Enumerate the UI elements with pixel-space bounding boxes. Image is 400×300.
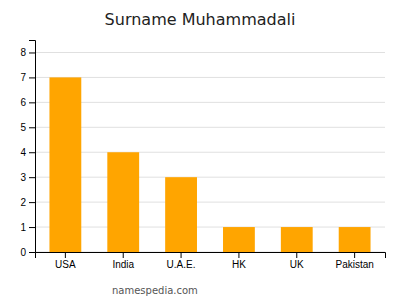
y-tick: 1	[20, 222, 35, 233]
x-tick-mark	[296, 252, 297, 258]
chart: 0 1 2 3 4 5 6 7 8 USA India U.A.E. HK UK Pakistan Surna…	[0, 0, 400, 300]
bar	[339, 227, 371, 252]
y-tick-label: 2	[20, 197, 26, 208]
x-axis-line	[36, 253, 386, 259]
bar	[49, 77, 81, 252]
grid-line	[35, 202, 385, 203]
y-tick-label: 3	[20, 172, 26, 183]
x-tick-label: UK	[290, 259, 304, 270]
y-tick: 0	[20, 247, 35, 258]
y-tick-mark	[29, 127, 35, 128]
x-tick: India	[112, 252, 134, 270]
x-tick-mark	[123, 252, 124, 258]
x-tick: USA	[55, 252, 76, 270]
y-tick-label: 4	[20, 147, 26, 158]
x-tick: UK	[290, 252, 304, 270]
grid-line	[35, 102, 385, 103]
footer-text: namespedia.com	[112, 285, 198, 296]
y-tick-mark	[29, 77, 35, 78]
grid-line	[35, 177, 385, 178]
y-tick: 7	[20, 72, 35, 83]
x-tick-mark	[181, 252, 182, 258]
x-tick-label: HK	[232, 259, 246, 270]
y-tick-mark	[29, 52, 35, 53]
y-tick: 3	[20, 172, 35, 183]
bar	[223, 227, 255, 252]
y-tick-mark	[29, 102, 35, 103]
x-tick: U.A.E.	[167, 252, 196, 270]
y-tick-label: 5	[20, 122, 26, 133]
x-tick-label: USA	[55, 259, 76, 270]
grid-line	[35, 227, 385, 228]
y-tick-label: 6	[20, 97, 26, 108]
x-tick: HK	[232, 252, 246, 270]
bar	[281, 227, 313, 252]
x-tick-label: Pakistan	[335, 259, 373, 270]
y-tick-mark	[29, 227, 35, 228]
y-tick: 2	[20, 197, 35, 208]
grid-line	[35, 152, 385, 153]
x-tick-label: U.A.E.	[167, 259, 196, 270]
plot: 0 1 2 3 4 5 6 7 8 USA India U.A.E. HK UK Pakistan	[20, 41, 385, 271]
y-tick-mark	[29, 202, 35, 203]
y-tick: 4	[20, 147, 35, 158]
grid-line	[35, 52, 385, 53]
y-tick-mark	[29, 152, 35, 153]
grid	[35, 52, 385, 252]
title: Surname Muhammadali	[105, 10, 296, 29]
x-tick-mark	[65, 252, 66, 258]
y-tick-mark	[29, 252, 35, 253]
bars	[49, 77, 370, 252]
bar	[165, 177, 197, 252]
y-axis: 0 1 2 3 4 5 6 7 8	[20, 41, 35, 258]
y-tick: 8	[20, 47, 35, 58]
x-tick-mark	[238, 252, 239, 258]
x-tick-mark	[354, 252, 355, 258]
y-tick: 6	[20, 97, 35, 108]
x-tick-label: India	[112, 259, 134, 270]
bar	[107, 152, 139, 252]
y-tick-label: 0	[20, 247, 26, 258]
y-tick-mark	[29, 177, 35, 178]
x-axis: USA India U.A.E. HK UK Pakistan	[36, 252, 386, 270]
y-tick-label: 1	[20, 222, 26, 233]
y-tick-label: 8	[20, 47, 26, 58]
y-tick-label: 7	[20, 72, 26, 83]
x-tick: Pakistan	[335, 252, 373, 270]
y-axis-line	[29, 41, 36, 253]
y-tick: 5	[20, 122, 35, 133]
grid-line	[35, 77, 385, 78]
grid-line	[35, 127, 385, 128]
